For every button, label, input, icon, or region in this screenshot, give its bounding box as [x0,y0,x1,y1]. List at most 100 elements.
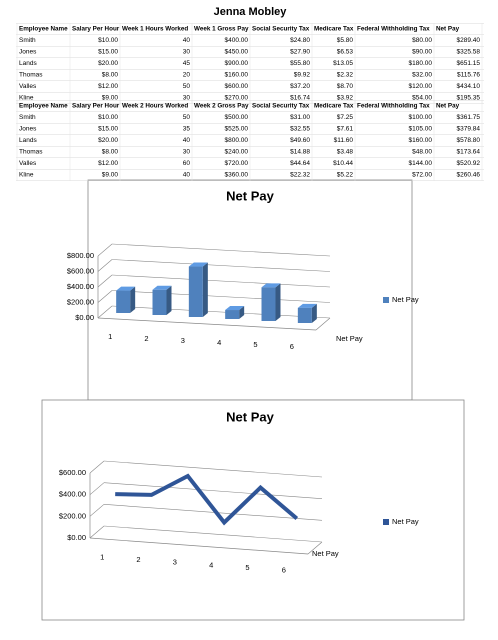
cell: $5.22 [337,172,354,179]
x-tick-label: 4 [209,560,213,569]
chart-frame [87,179,413,401]
bar [116,290,131,313]
cell: Valles [19,83,37,90]
cell: $48.00 [412,149,432,156]
cell: $32.00 [412,72,432,79]
cell: $500.00 [225,114,249,121]
depth-axis-label: Net Pay [336,334,363,343]
y-tick-label: $600.00 [59,468,86,477]
cell: 40 [183,37,191,44]
cell: $44.64 [290,160,310,167]
grid-line [97,274,113,288]
column-header: Employee Name [19,26,68,33]
cell: Smith [19,114,36,121]
cell: $10.44 [333,160,353,167]
grid-line [89,504,105,517]
cell: $10.00 [98,114,118,121]
x-tick-label: 4 [217,338,221,347]
grid-line [89,525,105,539]
cell: $24.80 [290,37,310,44]
cell: 50 [183,114,191,121]
cell: $173.64 [457,149,481,156]
cell: Jones [19,126,37,133]
legend-label: Net Pay [392,517,419,526]
bar-side [130,286,136,313]
column-header: Medicare Tax [314,103,354,110]
y-tick-label: $800.00 [67,251,94,260]
cell: $2.32 [337,72,354,79]
cell: $15.00 [98,49,118,56]
cell: $361.75 [457,114,481,121]
cell: $260.46 [457,172,481,179]
column-header: Week 2 Hours Worked [122,103,188,110]
x-tick-label: 5 [253,340,257,349]
legend-label: Net Pay [392,295,419,304]
cell: 30 [183,95,191,102]
column-header: Social Security Tax [252,103,310,110]
cell: $14.88 [290,149,310,156]
cell: $31.00 [290,114,310,121]
cell: $49.60 [290,137,310,144]
y-tick-label: $400.00 [67,282,94,291]
cell: $15.00 [98,126,118,133]
cell: $400.00 [225,37,249,44]
cell: $600.00 [225,83,249,90]
grid-line [89,460,105,474]
bar-top [225,306,245,311]
cell: $325.58 [457,49,481,56]
y-tick-label: $0.00 [75,313,94,322]
grid-line [89,482,105,495]
cell: $120.00 [409,83,433,90]
column-header: Salary Per Hour [72,103,120,110]
bar-side [239,306,245,319]
grid-line [111,274,331,288]
grid-line [111,290,331,303]
cell: $3.48 [337,149,354,156]
column-header: Week 1 Hours Worked [122,26,188,33]
cell: Lands [19,60,37,67]
legend-swatch [383,519,389,525]
x-tick-label: 3 [173,558,177,567]
cell: $160.00 [409,137,433,144]
cell: 30 [183,49,191,56]
cell: $80.00 [412,37,432,44]
cell: $22.32 [290,172,310,179]
column-header: Employee Name [19,103,68,110]
cell: $5.80 [337,37,354,44]
cell: 20 [183,72,191,79]
cell: $9.92 [294,72,311,79]
grid-line [97,290,113,303]
cell: $20.00 [98,137,118,144]
cell: $379.84 [457,126,481,133]
grid-line [103,504,323,521]
cell: $434.10 [457,83,481,90]
cell: $800.00 [225,137,249,144]
cell: 50 [183,83,191,90]
cell: $8.00 [102,149,119,156]
bar-top [297,303,317,308]
bar-top [116,286,136,291]
grid-line [103,460,323,478]
cell: $12.00 [98,83,118,90]
cell: $100.00 [409,114,433,121]
cell: $105.00 [409,126,433,133]
column-header: Social Security Tax [252,26,310,33]
bar-side [166,285,172,315]
x-tick-label: 1 [108,332,112,341]
sheet-title: Jenna Mobley [214,6,288,18]
y-tick-label: $400.00 [59,490,86,499]
cell: $37.20 [290,83,310,90]
grid-line [97,259,113,272]
cell: 40 [183,172,191,179]
y-tick-label: $0.00 [67,533,86,542]
chart-title: Net Pay [226,409,274,424]
legend-swatch [383,297,389,303]
cell: Jones [19,49,37,56]
cell: $720.00 [225,160,249,167]
grid-line [111,305,331,319]
cell: Lands [19,137,37,144]
y-tick-label: $200.00 [67,297,94,306]
cell: $32.55 [290,126,310,133]
cell: Kline [19,95,34,102]
grid-line [97,305,113,319]
